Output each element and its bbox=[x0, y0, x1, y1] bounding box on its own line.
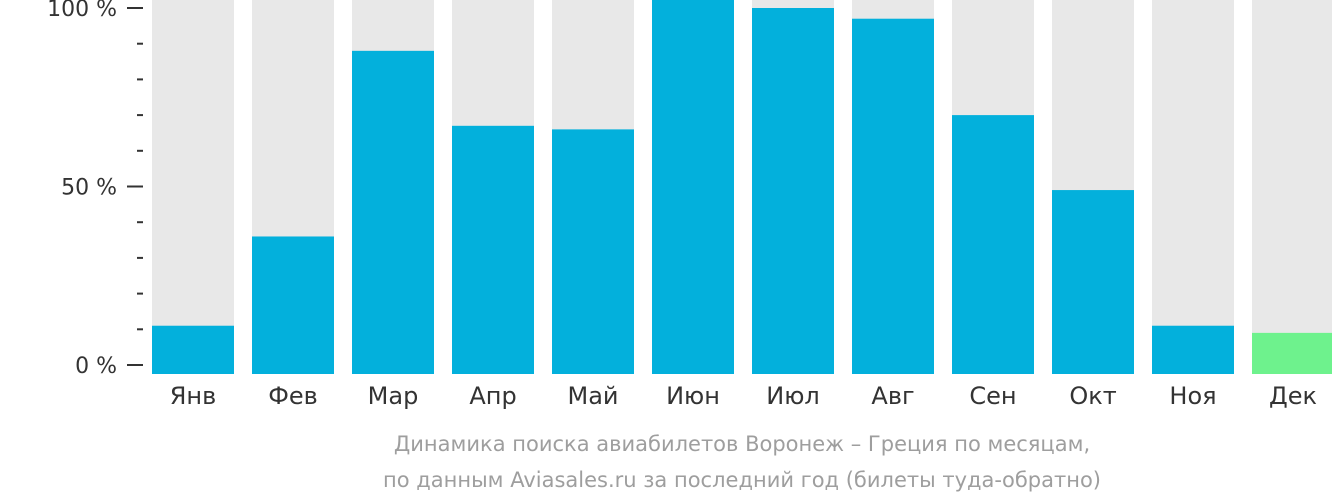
x-tick-label: Ноя bbox=[1169, 382, 1216, 410]
bar-6 bbox=[652, 0, 734, 374]
bar-4 bbox=[452, 125, 534, 374]
y-tick-label: 100 % bbox=[47, 0, 117, 22]
x-tick-label: Апр bbox=[469, 382, 516, 410]
x-axis-labels: Янв Фев Мар Апр Май Июн Июл Авг Сен Окт Ноя Дек bbox=[170, 382, 1317, 410]
bar-10 bbox=[1052, 190, 1134, 374]
bar-2 bbox=[252, 236, 334, 374]
caption-line-1: Динамика поиска авиабилетов Воронеж – Гр… bbox=[393, 432, 1091, 456]
bar-track bbox=[152, 0, 234, 374]
x-tick-label: Янв bbox=[170, 382, 217, 410]
bar-11 bbox=[1152, 325, 1234, 374]
caption-line-2: по данным Aviasales.ru за последний год … bbox=[383, 468, 1101, 492]
bar-3 bbox=[352, 50, 434, 375]
x-tick-label: Авг bbox=[871, 382, 914, 410]
y-axis: 0 % 50 % 100 % bbox=[47, 0, 143, 379]
x-tick-label: Июл bbox=[766, 382, 820, 410]
x-tick-label: Окт bbox=[1069, 382, 1116, 410]
bar-1 bbox=[152, 325, 234, 374]
y-tick-label: 50 % bbox=[61, 176, 117, 201]
bars bbox=[152, 0, 1332, 375]
bar-track bbox=[1152, 0, 1234, 374]
x-tick-label: Сен bbox=[969, 382, 1016, 410]
bar-7 bbox=[752, 8, 834, 374]
x-tick-label: Мар bbox=[368, 382, 419, 410]
x-tick-label: Фев bbox=[268, 382, 318, 410]
bar-12 bbox=[1252, 332, 1332, 374]
y-tick-label: 0 % bbox=[75, 354, 117, 379]
bar-9 bbox=[952, 115, 1034, 374]
x-tick-label: Май bbox=[567, 382, 618, 410]
bar-8 bbox=[852, 18, 934, 375]
bar-5 bbox=[552, 129, 634, 374]
x-tick-label: Дек bbox=[1269, 382, 1317, 410]
bar-track bbox=[1252, 0, 1332, 374]
x-tick-label: Июн bbox=[666, 382, 720, 410]
